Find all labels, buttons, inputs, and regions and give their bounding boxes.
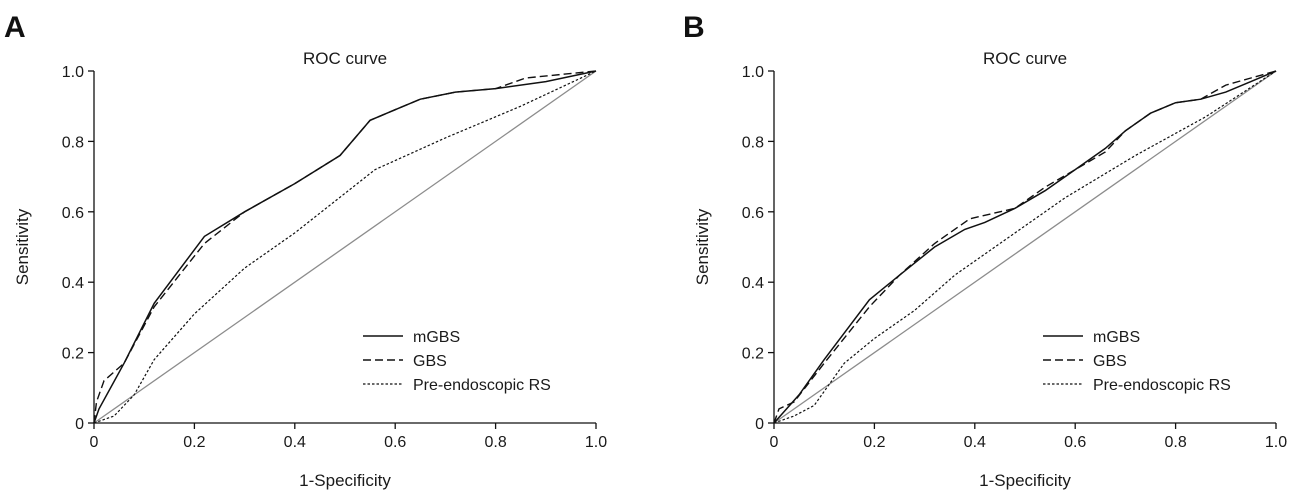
panel-letter: A [4,11,26,44]
legend-entry: Pre-endoscopic RS [413,377,551,394]
x-tick-label: 0 [770,434,779,451]
legend-entry: Pre-endoscopic RS [1093,377,1231,394]
x-tick-label: 0.8 [484,434,506,451]
legend-entry: mGBS [413,329,460,346]
y-tick-label: 0.6 [62,205,84,222]
x-tick-label: 0.6 [384,434,406,451]
x-tick-label: 0.4 [964,434,986,451]
y-tick-label: 0.2 [62,346,84,363]
series-line-gbs [93,70,597,424]
reference-diagonal-line [93,70,597,424]
series-line-pre-endoscopic-rs [93,70,597,424]
legend: mGBS GBS Pre-endoscopic RS [363,329,551,394]
series-line-gbs [773,70,1277,424]
chart-title: ROC curve [303,49,387,68]
x-tick-label: 0.2 [183,434,205,451]
panel-letter: B [683,11,705,44]
y-tick-label: 1.0 [742,64,764,81]
x-tick-label: 0.2 [863,434,885,451]
y-tick-label: 1.0 [62,64,84,81]
y-tick-label: 0 [755,416,764,433]
y-tick-label: 0.8 [62,134,84,151]
legend-entry: GBS [413,353,447,370]
y-axis-label: Sensitivity [693,208,712,285]
y-tick-label: 0.4 [62,275,84,292]
y-tick-label: 0.8 [742,134,764,151]
y-tick-label: 0.4 [742,275,764,292]
y-axis-label: Sensitivity [13,208,32,285]
y-tick-label: 0 [75,416,84,433]
x-tick-label: 0.6 [1064,434,1086,451]
chart-title: ROC curve [983,49,1067,68]
y-tick-label: 0.2 [742,346,764,363]
y-tick-label: 0.6 [742,205,764,222]
x-tick-label: 0.8 [1164,434,1186,451]
x-tick-label: 1.0 [585,434,607,451]
x-tick-label: 0 [90,434,99,451]
legend: mGBS GBS Pre-endoscopic RS [1043,329,1231,394]
reference-diagonal-line [773,70,1277,424]
x-axis-label: 1-Specificity [979,471,1071,490]
legend-entry: mGBS [1093,329,1140,346]
x-tick-label: 0.4 [284,434,306,451]
legend-entry: GBS [1093,353,1127,370]
x-tick-label: 1.0 [1265,434,1287,451]
x-axis-label: 1-Specificity [299,471,391,490]
